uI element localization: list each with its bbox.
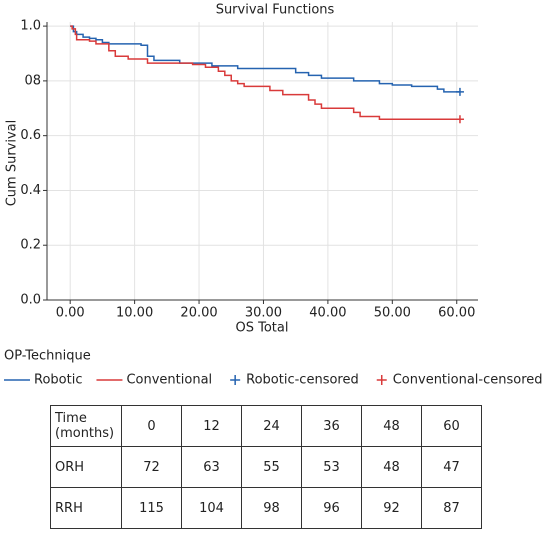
- survival-line: [70, 25, 460, 120]
- table-cell: 72: [121, 446, 182, 488]
- x-tick-label: 10.00: [116, 306, 153, 321]
- table-cell: 12: [181, 405, 242, 447]
- legend-label: Robotic: [34, 373, 82, 388]
- table-row: ORH 72 63 55 53 48 47: [50, 446, 482, 488]
- x-axis-label: OS Total: [236, 321, 289, 336]
- table-cell: 87: [421, 487, 482, 529]
- table-cell: ORH: [50, 446, 122, 488]
- table-cell: 0: [121, 405, 182, 447]
- censor-mark: [455, 87, 464, 96]
- y-tick-label: 0.0: [20, 293, 41, 308]
- y-tick-label: 08: [24, 73, 41, 88]
- table-cell: 47: [421, 446, 482, 488]
- table-cell: 60: [421, 405, 482, 447]
- x-tick-label: 0.00: [56, 306, 85, 321]
- table-cell: 115: [121, 487, 182, 529]
- legend-label: Conventional-censored: [393, 373, 543, 388]
- table-cell: 24: [241, 405, 302, 447]
- table-row: RRH 115 104 98 96 92 87: [50, 487, 482, 529]
- table-cell: 48: [361, 446, 422, 488]
- x-tick-label: 60.00: [438, 306, 475, 321]
- x-tick-label: 20.00: [180, 306, 217, 321]
- x-tick-label: 30.00: [245, 306, 282, 321]
- table-cell: 104: [181, 487, 242, 529]
- censor-mark: [455, 115, 464, 124]
- table-cell: 36: [301, 405, 362, 447]
- table-cell: 96: [301, 487, 362, 529]
- legend-label: Robotic-censored: [246, 373, 359, 388]
- legend-swatch: [376, 375, 387, 385]
- y-axis-label: Cum Survival: [5, 120, 20, 207]
- table-cell: 48: [361, 405, 422, 447]
- y-tick-label: 1.0: [20, 19, 41, 34]
- table-cell: Time (months): [50, 405, 122, 447]
- x-tick-label: 50.00: [374, 306, 411, 321]
- x-tick-label: 40.00: [309, 306, 346, 321]
- legend-swatch: [230, 375, 241, 385]
- table-cell: 92: [361, 487, 422, 529]
- risk-table: Time (months) 0 12 24 36 48 60 ORH 72 63 55 53 48 47 R…: [50, 405, 482, 529]
- table-cell: 53: [301, 446, 362, 488]
- table-row: Time (months) 0 12 24 36 48 60: [50, 405, 482, 447]
- table-cell: RRH: [50, 487, 122, 529]
- table-cell: 98: [241, 487, 302, 529]
- y-tick-label: 0.6: [20, 128, 41, 143]
- legend-label: Conventional: [126, 373, 212, 388]
- y-tick-label: 0.4: [20, 183, 41, 198]
- survival-line: [70, 25, 460, 93]
- table-cell: 55: [241, 446, 302, 488]
- legend-title: OP-Technique: [4, 349, 91, 364]
- chart: Survival Functions OS Total Cum Survival…: [4, 3, 543, 388]
- chart-title: Survival Functions: [216, 3, 335, 18]
- table-cell: 63: [181, 446, 242, 488]
- y-tick-label: 0.2: [20, 238, 41, 253]
